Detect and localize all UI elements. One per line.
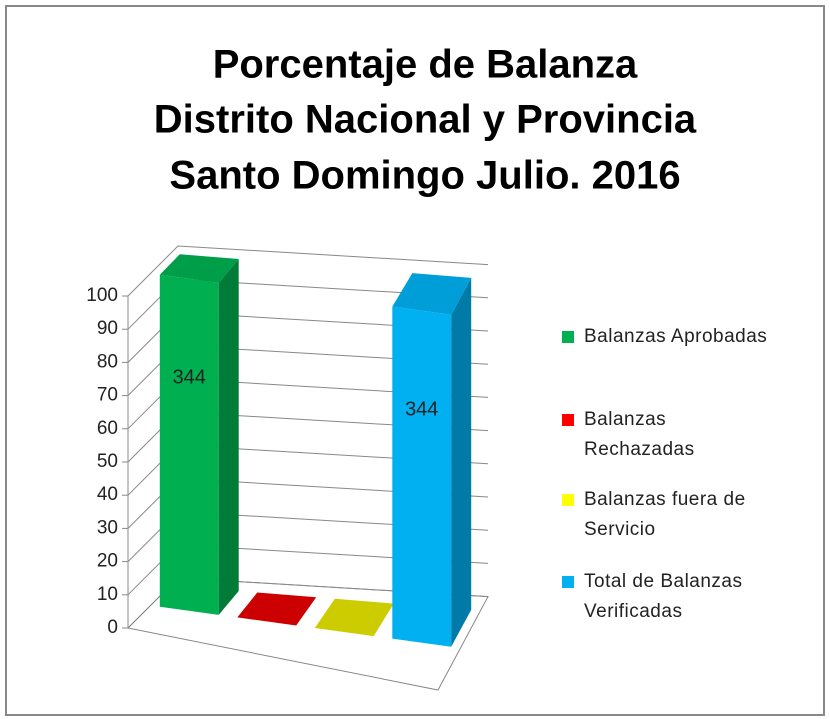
legend-swatch — [562, 331, 574, 343]
legend-swatch — [562, 576, 574, 588]
grid-line — [127, 245, 489, 297]
chart-title: Porcentaje de Balanza — [213, 43, 638, 87]
legend-label: Balanzas fuera de Servicio — [584, 489, 746, 540]
legend-label: Balanzas Rechazadas — [584, 409, 695, 460]
legend-entry: Balanzas Aprobadas — [562, 322, 822, 352]
legend-entry: Balanzas Rechazadas — [562, 405, 722, 465]
data-label: 344 — [405, 399, 438, 421]
bar-top — [392, 273, 472, 315]
legend-swatch — [562, 494, 574, 506]
y-tick-label: 40 — [97, 484, 118, 505]
legend-entry: Balanzas fuera de Servicio — [562, 485, 802, 545]
y-tick-label: 70 — [97, 385, 118, 406]
legend-label: Balanzas Aprobadas — [584, 326, 768, 347]
y-tick-label: 0 — [107, 617, 118, 638]
chart-title: Distrito Nacional y Provincia — [154, 98, 697, 142]
y-tick-label: 60 — [97, 418, 118, 439]
legend-label: Total de Balanzas Verificadas — [584, 571, 743, 622]
y-tick-label: 90 — [97, 318, 118, 339]
y-tick-label: 100 — [86, 285, 118, 306]
y-tick-label: 10 — [97, 584, 118, 605]
y-tick-label: 50 — [97, 451, 118, 472]
y-tick-label: 80 — [97, 351, 118, 372]
bar-top — [314, 598, 394, 637]
bar-side — [218, 259, 239, 615]
bar-front — [392, 306, 452, 647]
bar-top — [237, 592, 317, 626]
data-label: 344 — [173, 367, 206, 389]
y-tick-label: 30 — [97, 517, 118, 538]
legend-entry: Total de Balanzas Verificadas — [562, 567, 802, 627]
bar-front — [159, 274, 219, 615]
bar-top — [159, 254, 239, 283]
y-tick-label: 20 — [97, 551, 118, 572]
chart-title: Santo Domingo Julio. 2016 — [169, 154, 680, 198]
bar-side — [451, 277, 472, 647]
legend-swatch — [562, 414, 574, 426]
